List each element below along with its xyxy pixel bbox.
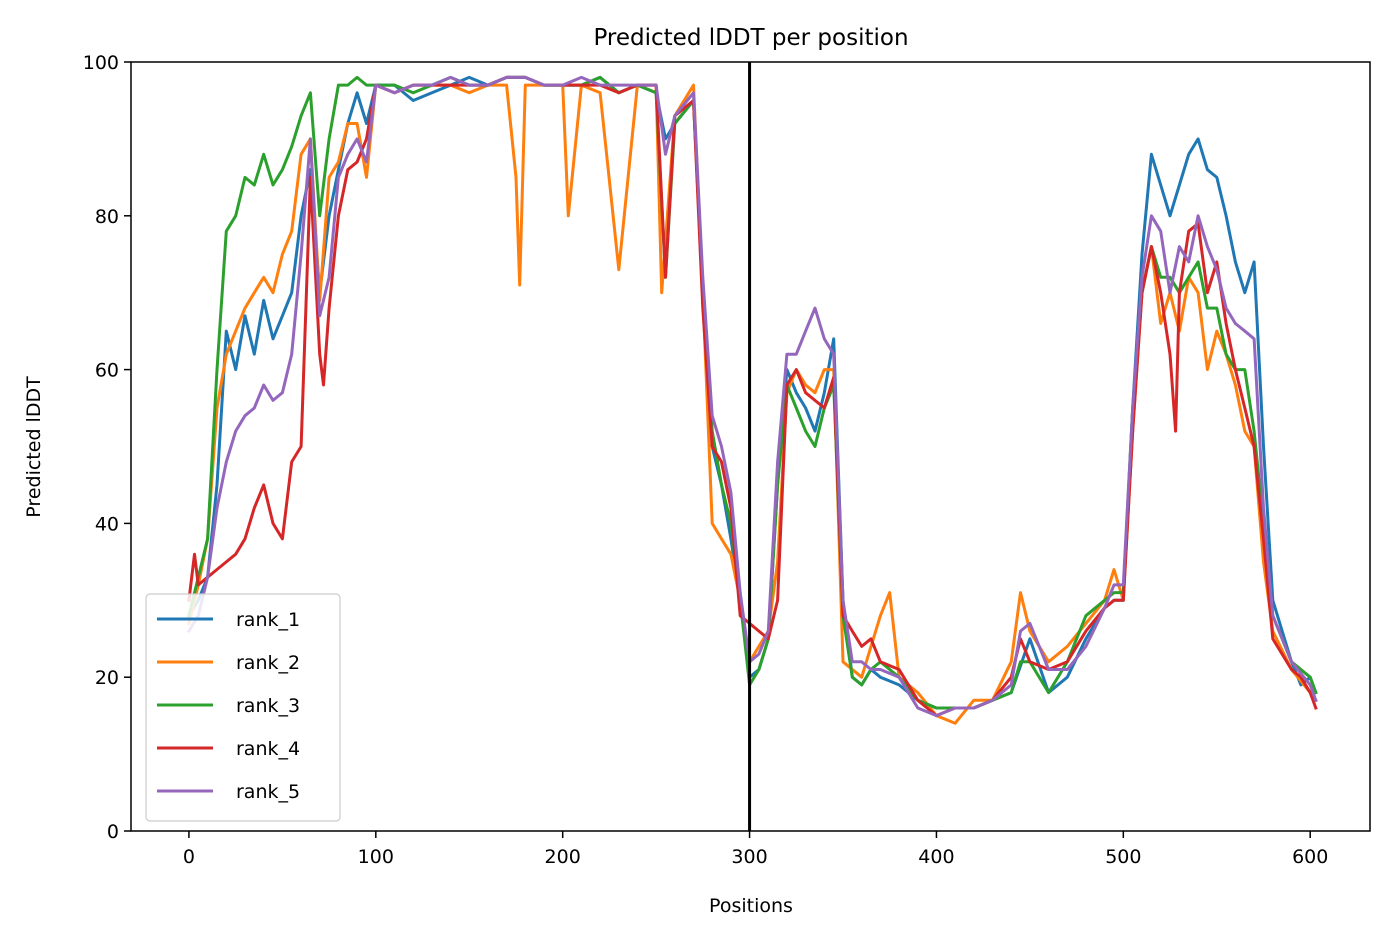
x-tick-label: 300	[731, 846, 767, 868]
y-tick-label: 40	[95, 513, 119, 535]
x-tick-label: 100	[358, 846, 394, 868]
y-tick-label: 100	[83, 52, 119, 74]
chart-title: Predicted lDDT per position	[593, 25, 908, 51]
series-line-rank_4	[187, 75, 1318, 718]
x-tick-label: 600	[1292, 846, 1328, 868]
x-tick-label: 200	[545, 846, 581, 868]
y-tick-label: 60	[95, 360, 119, 382]
plot-frame	[130, 61, 1371, 832]
legend-label-rank_3: rank_3	[236, 695, 300, 717]
legend-box	[145, 593, 341, 822]
legend: rank_1 rank_2 rank_3 rank_4 rank_5	[145, 593, 341, 822]
legend-label-rank_4: rank_4	[236, 738, 300, 760]
legend-label-rank_1: rank_1	[236, 609, 300, 631]
y-tick-label: 0	[107, 821, 119, 843]
x-tick-label: 500	[1105, 846, 1141, 868]
y-axis-label: Predicted lDDT	[23, 376, 45, 518]
series-line-rank_5	[186, 75, 1318, 718]
legend-label-rank_5: rank_5	[236, 781, 300, 803]
x-axis-label: Positions	[709, 895, 793, 917]
x-tick-label: 0	[183, 846, 195, 868]
legend-label-rank_2: rank_2	[236, 652, 300, 674]
x-tick-label: 400	[918, 846, 954, 868]
plot-area: 0 100 200 300 400 500 600 0 20 40 60 80 100	[83, 52, 1371, 868]
y-tick-label: 80	[95, 206, 119, 228]
y-tick-label: 20	[95, 667, 119, 689]
